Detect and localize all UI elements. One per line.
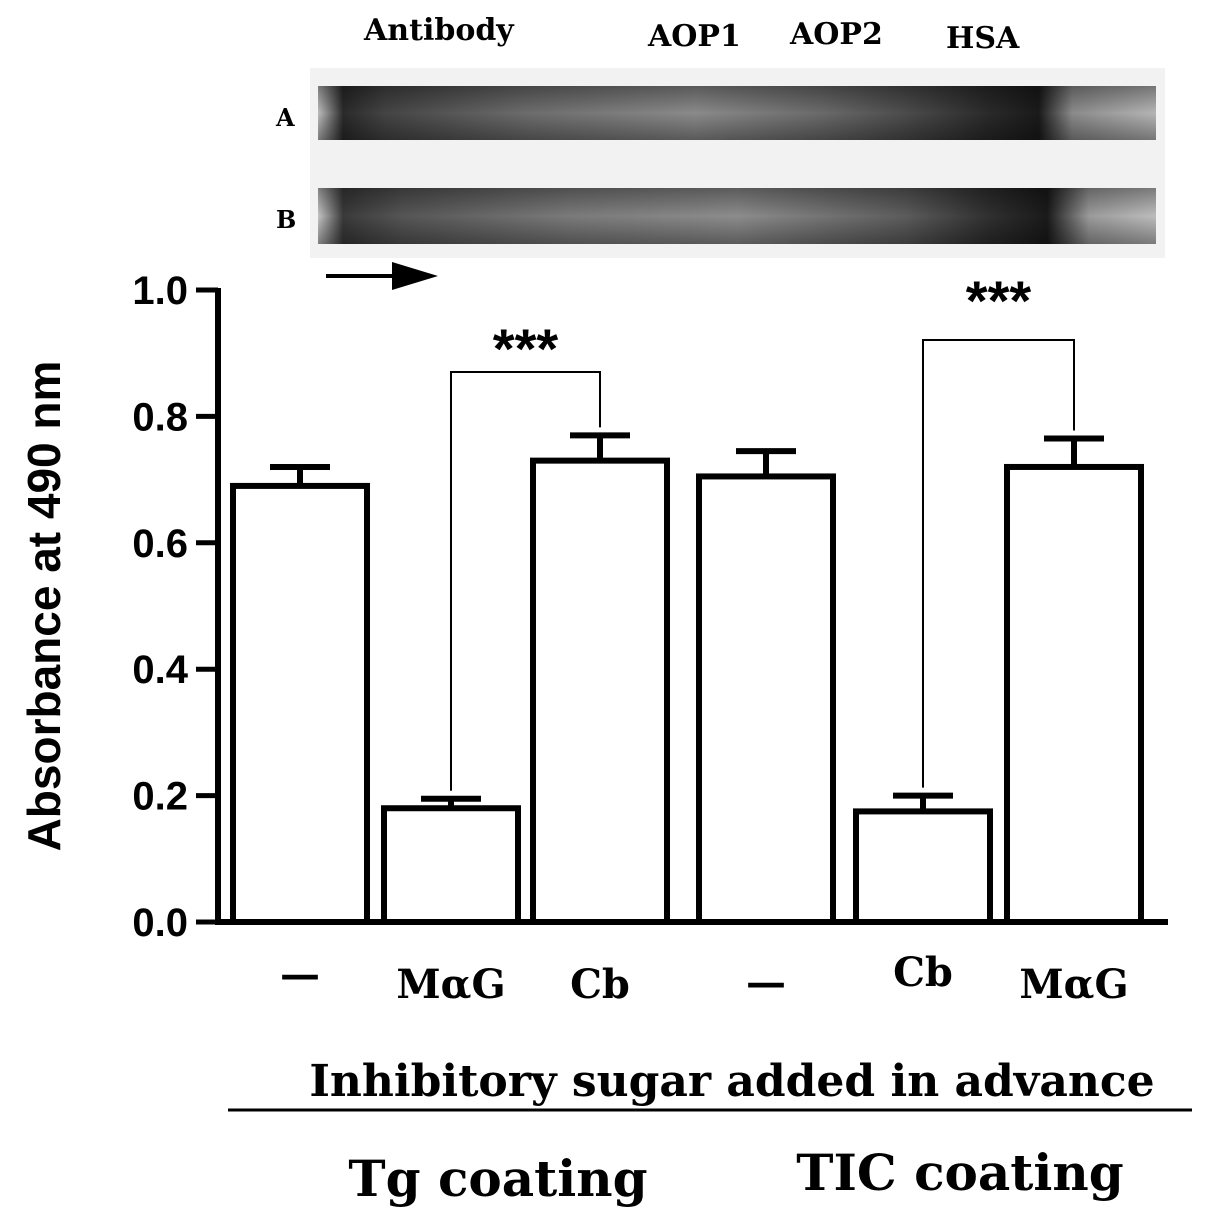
y-tick-label-5: 1.0	[132, 269, 188, 313]
chart-significance: *** ***	[450, 269, 1075, 791]
gel-strip-b-shade	[318, 188, 1156, 244]
bar-2	[530, 457, 670, 925]
category-label-4: Cb	[893, 949, 953, 996]
category-label-5: MαG	[1019, 961, 1128, 1008]
gel-panel: Antibody AOP1 AOP2 HSA A B	[275, 13, 1165, 290]
lane-label-a: A	[275, 103, 295, 132]
category-label-1: MαG	[396, 961, 505, 1008]
bar-3	[696, 473, 836, 925]
group-label-tic: TIC coating	[796, 1143, 1123, 1202]
x-axis-title: Inhibitory sugar added in advance	[309, 1056, 1154, 1107]
y-tick-label-0: 0.0	[132, 901, 188, 945]
chart-bars	[230, 457, 1144, 926]
category-label-3: —	[746, 959, 786, 1006]
gel-header-aop1: AOP1	[647, 19, 741, 54]
significance-bracket-1	[922, 339, 1075, 788]
bar-1	[381, 805, 521, 925]
y-tick-label-3: 0.6	[132, 522, 188, 566]
bar-chart: 0.0 0.2 0.4 0.6 0.8 1.0 *** *** — MαG Cb — Cb MαG	[132, 269, 1168, 1008]
y-tick-label-1: 0.2	[132, 775, 188, 819]
significance-label-1: ***	[966, 269, 1032, 332]
y-tick-label-4: 0.8	[132, 395, 188, 439]
gel-header-aop2: AOP2	[789, 17, 883, 52]
bar-0	[230, 482, 370, 925]
gel-header-hsa: HSA	[946, 21, 1020, 56]
significance-bracket-0	[450, 371, 601, 791]
chart-labels: — MαG Cb — Cb MαG	[280, 949, 1129, 1008]
category-label-0: —	[280, 951, 320, 998]
gel-header-antibody: Antibody	[363, 13, 515, 48]
bar-4	[853, 808, 993, 926]
bar-5	[1004, 463, 1144, 925]
y-axis-title: Absorbance at 490 nm	[18, 361, 70, 852]
arrow-right-icon	[326, 262, 438, 290]
gel-strip-a-shade	[318, 86, 1156, 140]
chart-error-bars	[270, 432, 1104, 812]
group-label-tg: Tg coating	[348, 1149, 647, 1208]
category-label-2: Cb	[570, 961, 630, 1008]
lane-label-b: B	[276, 205, 296, 234]
significance-label-0: ***	[493, 317, 559, 380]
chart-axes: 0.0 0.2 0.4 0.6 0.8 1.0	[132, 269, 1168, 945]
y-tick-label-2: 0.4	[132, 648, 188, 692]
